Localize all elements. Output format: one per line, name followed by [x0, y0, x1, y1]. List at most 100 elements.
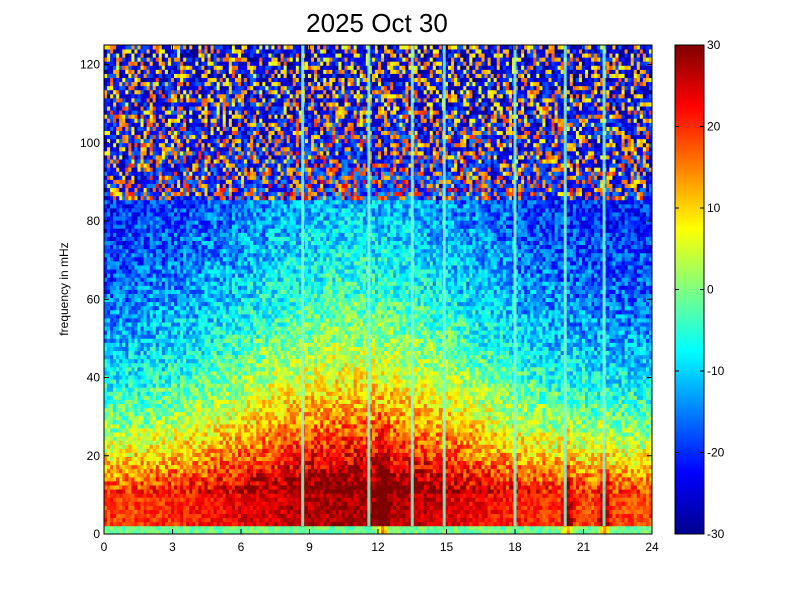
- spectrogram-cell: [211, 175, 214, 179]
- spectrogram-cell: [137, 412, 140, 416]
- spectrogram-cell: [174, 78, 177, 82]
- spectrogram-cell: [186, 375, 189, 379]
- spectrogram-cell: [208, 400, 211, 404]
- spectrogram-cell: [104, 432, 107, 436]
- spectrogram-cell: [110, 448, 113, 452]
- spectrogram-cell: [116, 501, 119, 505]
- spectrogram-cell: [113, 416, 116, 420]
- spectrogram-cell: [186, 448, 189, 452]
- spectrogram-cell: [150, 285, 153, 289]
- spectrogram-cell: [147, 277, 150, 281]
- spectrogram-cell: [165, 510, 168, 514]
- spectrogram-cell: [186, 302, 189, 306]
- spectrogram-cell: [156, 342, 159, 346]
- spectrogram-cell: [144, 424, 147, 428]
- spectrogram-cell: [162, 241, 165, 245]
- spectrogram-cell: [141, 237, 144, 241]
- spectrogram-cell: [104, 135, 107, 139]
- spectrogram-cell: [217, 404, 220, 408]
- spectrogram-cell: [214, 224, 217, 228]
- spectrogram-cell: [217, 98, 220, 102]
- spectrogram-cell: [162, 367, 165, 371]
- spectrogram-cell: [186, 200, 189, 204]
- spectrogram-cell: [128, 192, 131, 196]
- spectrogram-cell: [220, 78, 223, 82]
- spectrogram-cell: [223, 510, 226, 514]
- spectrogram-cell: [217, 253, 220, 257]
- spectrogram-cell: [226, 497, 229, 501]
- spectrogram-cell: [189, 277, 192, 281]
- spectrogram-cell: [226, 65, 229, 69]
- spectrogram-cell: [116, 334, 119, 338]
- spectrogram-cell: [144, 347, 147, 351]
- spectrogram-cell: [208, 143, 211, 147]
- spectrogram-cell: [159, 400, 162, 404]
- spectrogram-cell: [226, 220, 229, 224]
- spectrogram-cell: [195, 127, 198, 131]
- spectrogram-cell: [217, 314, 220, 318]
- spectrogram-cell: [141, 522, 144, 526]
- spectrogram-cell: [162, 285, 165, 289]
- spectrogram-cell: [128, 294, 131, 298]
- spectrogram-cell: [110, 200, 113, 204]
- spectrogram-cell: [189, 436, 192, 440]
- spectrogram-cell: [195, 155, 198, 159]
- spectrogram-cell: [141, 139, 144, 143]
- spectrogram-cell: [211, 200, 214, 204]
- spectrogram-cell: [159, 143, 162, 147]
- spectrogram-cell: [125, 220, 128, 224]
- spectrogram-cell: [141, 228, 144, 232]
- spectrogram-cell: [189, 359, 192, 363]
- spectrogram-cell: [211, 273, 214, 277]
- spectrogram-cell: [189, 444, 192, 448]
- spectrogram-cell: [131, 342, 134, 346]
- spectrogram-cell: [119, 237, 122, 241]
- spectrogram-cell: [189, 220, 192, 224]
- spectrogram-cell: [195, 375, 198, 379]
- spectrogram-cell: [229, 367, 232, 371]
- spectrogram-cell: [177, 265, 180, 269]
- spectrogram-cell: [220, 45, 223, 49]
- spectrogram-cell: [125, 379, 128, 383]
- spectrogram-cell: [119, 200, 122, 204]
- spectrogram-cell: [177, 461, 180, 465]
- spectrogram-cell: [168, 473, 171, 477]
- spectrogram-cell: [189, 224, 192, 228]
- spectrogram-cell: [211, 510, 214, 514]
- spectrogram-cell: [186, 347, 189, 351]
- spectrogram-cell: [156, 469, 159, 473]
- spectrogram-cell: [180, 347, 183, 351]
- spectrogram-cell: [104, 334, 107, 338]
- spectrogram-cell: [141, 400, 144, 404]
- spectrogram-cell: [229, 391, 232, 395]
- spectrogram-cell: [159, 342, 162, 346]
- spectrogram-cell: [198, 334, 201, 338]
- spectrogram-cell: [137, 334, 140, 338]
- spectrogram-cell: [150, 98, 153, 102]
- spectrogram-cell: [214, 465, 217, 469]
- spectrogram-cell: [122, 510, 125, 514]
- spectrogram-cell: [144, 98, 147, 102]
- spectrogram-cell: [107, 395, 110, 399]
- spectrogram-cell: [156, 69, 159, 73]
- spectrogram-cell: [104, 436, 107, 440]
- spectrogram-cell: [119, 285, 122, 289]
- spectrogram-cell: [204, 184, 207, 188]
- spectrogram-cell: [183, 526, 186, 530]
- spectrogram-cell: [201, 318, 204, 322]
- spectrogram-cell: [107, 82, 110, 86]
- spectrogram-cell: [113, 151, 116, 155]
- spectrogram-cell: [128, 338, 131, 342]
- spectrogram-cell: [171, 204, 174, 208]
- spectrogram-cell: [174, 387, 177, 391]
- spectrogram-cell: [104, 106, 107, 110]
- spectrogram-cell: [116, 306, 119, 310]
- spectrogram-cell: [186, 69, 189, 73]
- spectrogram-cell: [131, 45, 134, 49]
- spectrogram-cell: [223, 367, 226, 371]
- spectrogram-cell: [171, 359, 174, 363]
- spectrogram-cell: [107, 383, 110, 387]
- spectrogram-cell: [208, 314, 211, 318]
- spectrogram-cell: [165, 342, 168, 346]
- spectrogram-cell: [183, 224, 186, 228]
